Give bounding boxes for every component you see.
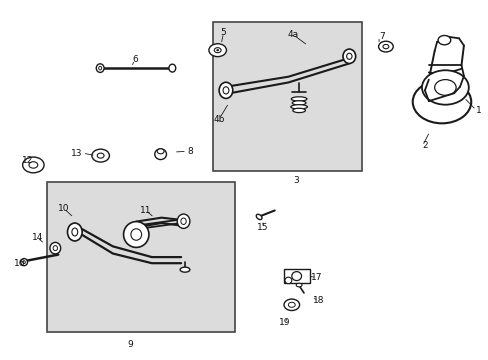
Ellipse shape bbox=[177, 214, 189, 228]
Ellipse shape bbox=[67, 223, 82, 241]
Text: 7: 7 bbox=[378, 32, 384, 41]
Circle shape bbox=[22, 157, 44, 173]
Ellipse shape bbox=[296, 283, 302, 287]
Text: 9: 9 bbox=[127, 339, 133, 348]
Circle shape bbox=[437, 36, 450, 45]
Circle shape bbox=[378, 41, 392, 52]
Ellipse shape bbox=[291, 97, 306, 101]
Circle shape bbox=[421, 70, 468, 105]
Circle shape bbox=[434, 80, 455, 95]
Bar bbox=[283, 269, 310, 283]
Text: 17: 17 bbox=[310, 273, 322, 282]
Ellipse shape bbox=[180, 267, 189, 272]
Text: 8: 8 bbox=[186, 147, 192, 156]
Ellipse shape bbox=[96, 64, 104, 72]
Ellipse shape bbox=[50, 242, 61, 254]
Ellipse shape bbox=[285, 277, 291, 284]
Text: 4a: 4a bbox=[287, 30, 298, 39]
Text: 1: 1 bbox=[475, 105, 481, 114]
Circle shape bbox=[29, 162, 38, 168]
Ellipse shape bbox=[223, 87, 228, 94]
Text: 19: 19 bbox=[278, 318, 290, 327]
Ellipse shape bbox=[53, 246, 58, 251]
Ellipse shape bbox=[168, 64, 175, 72]
Ellipse shape bbox=[291, 272, 301, 280]
Ellipse shape bbox=[99, 66, 102, 70]
Circle shape bbox=[216, 49, 218, 51]
Ellipse shape bbox=[20, 258, 27, 266]
Ellipse shape bbox=[131, 229, 142, 240]
Ellipse shape bbox=[219, 82, 232, 98]
Text: 11: 11 bbox=[140, 206, 151, 215]
Ellipse shape bbox=[290, 105, 307, 109]
Ellipse shape bbox=[123, 222, 149, 247]
Bar bbox=[212, 22, 361, 171]
Ellipse shape bbox=[346, 53, 351, 59]
Circle shape bbox=[288, 302, 295, 307]
Circle shape bbox=[214, 48, 221, 53]
Ellipse shape bbox=[256, 214, 262, 220]
Ellipse shape bbox=[181, 218, 186, 225]
Text: 10: 10 bbox=[58, 204, 70, 213]
Ellipse shape bbox=[23, 261, 25, 264]
Circle shape bbox=[92, 149, 109, 162]
Text: 4b: 4b bbox=[213, 114, 224, 123]
Text: 12: 12 bbox=[22, 156, 33, 165]
Text: 18: 18 bbox=[312, 296, 324, 305]
Text: 13: 13 bbox=[71, 149, 82, 158]
Circle shape bbox=[284, 299, 299, 311]
Bar bbox=[47, 182, 234, 332]
Circle shape bbox=[208, 44, 226, 57]
Text: 3: 3 bbox=[292, 176, 298, 185]
Ellipse shape bbox=[292, 108, 305, 113]
Ellipse shape bbox=[157, 149, 163, 154]
Text: 2: 2 bbox=[422, 141, 427, 150]
Ellipse shape bbox=[155, 149, 166, 159]
Circle shape bbox=[97, 153, 104, 158]
Text: 6: 6 bbox=[132, 55, 138, 64]
Ellipse shape bbox=[72, 228, 78, 236]
Ellipse shape bbox=[342, 49, 355, 63]
Ellipse shape bbox=[292, 101, 305, 105]
Text: 14: 14 bbox=[32, 233, 43, 242]
Circle shape bbox=[382, 44, 388, 49]
Text: 15: 15 bbox=[257, 223, 268, 232]
Text: 16: 16 bbox=[15, 259, 26, 268]
Text: 5: 5 bbox=[220, 28, 226, 37]
